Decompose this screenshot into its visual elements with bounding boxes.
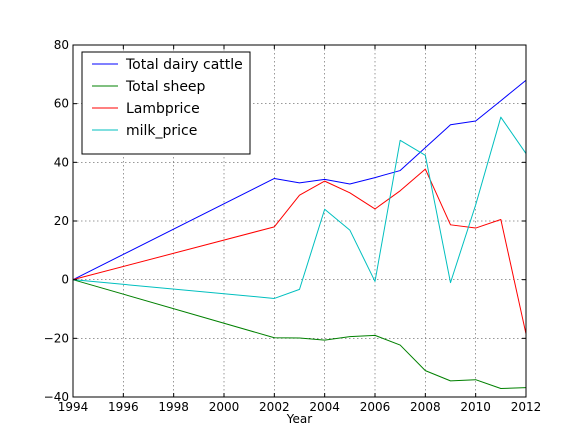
x-tick-label: 2012 (511, 400, 542, 414)
series-lines (72, 79, 527, 389)
x-tick-label: 2004 (309, 400, 340, 414)
y-tick-label: 20 (54, 214, 69, 228)
legend-label-lambprice: Lambprice (126, 101, 200, 117)
legend-box (81, 51, 251, 155)
y-tick-label: 40 (54, 155, 69, 169)
x-tick-label: 1998 (158, 400, 189, 414)
y-tick-label: −40 (44, 390, 69, 404)
legend-label-total-sheep: Total sheep (125, 79, 206, 95)
series-line-lambprice (72, 168, 527, 335)
x-tick-label: 2002 (259, 400, 290, 414)
x-tick-label: 1996 (108, 400, 139, 414)
x-tick-label: 2008 (410, 400, 441, 414)
y-tick-label: −20 (44, 331, 69, 345)
axis-ticks (72, 44, 527, 398)
x-tick-label: 1994 (58, 400, 89, 414)
y-tick-label: 60 (54, 97, 69, 111)
x-tick-label: 2010 (460, 400, 491, 414)
legend-label-total-dairy-cattle: Total dairy cattle (125, 57, 243, 73)
x-axis-title: Year (286, 412, 312, 426)
x-tick-label: 2000 (209, 400, 240, 414)
x-tick-labels: 1994 1996 1998 2000 2002 2004 2006 2008 2010 2012 (58, 400, 542, 414)
y-tick-labels: −40 −20 0 20 40 60 80 (44, 38, 69, 404)
x-tick-label: 2006 (360, 400, 391, 414)
legend: Total dairy cattle Total sheep Lambprice mi… (81, 51, 251, 155)
series-line-total-dairy-cattle (72, 79, 527, 281)
y-tick-label: 0 (61, 273, 69, 287)
y-tick-label: 80 (54, 38, 69, 52)
grid (73, 45, 526, 397)
series-line-milk-price (72, 116, 527, 299)
legend-label-milk-price: milk_price (126, 123, 197, 139)
series-line-total-sheep (72, 279, 527, 389)
